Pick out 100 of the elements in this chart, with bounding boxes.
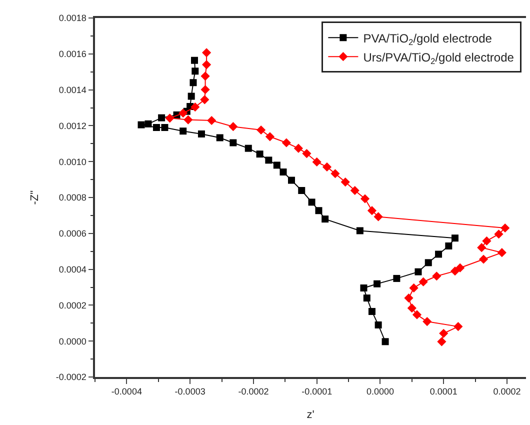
y-tick-label: 0.0016: [58, 49, 86, 60]
point: [322, 162, 332, 172]
point: [280, 168, 287, 176]
legend-label: Urs/PVA/TiO$_{2}$/gold electrode: [363, 50, 514, 66]
point: [265, 132, 274, 142]
point: [200, 85, 210, 94]
point: [200, 72, 210, 81]
point: [360, 194, 370, 204]
point: [456, 263, 465, 272]
point: [497, 248, 506, 258]
point: [256, 125, 266, 135]
x-axis-title: z': [306, 409, 314, 422]
y-tick-label: 0.0010: [58, 156, 86, 167]
point: [404, 293, 414, 303]
y-tick-label: 0.0008: [58, 192, 86, 203]
point: [184, 115, 193, 124]
point: [374, 280, 381, 288]
point: [244, 144, 252, 152]
point: [228, 122, 238, 132]
point: [360, 284, 368, 292]
point: [190, 102, 200, 112]
point: [432, 272, 442, 281]
point: [202, 48, 212, 58]
point: [414, 268, 422, 276]
x-tick-label: -0.0002: [238, 386, 269, 397]
point: [190, 79, 197, 86]
point: [192, 68, 199, 75]
y-tick-label: 0.0004: [58, 264, 86, 274]
y-tick-label: 0.0006: [58, 228, 86, 239]
point: [282, 138, 291, 148]
y-tick-label: 0.0014: [58, 84, 86, 95]
point: [161, 124, 168, 131]
point: [374, 212, 383, 222]
point: [322, 216, 329, 223]
point: [152, 124, 160, 131]
point: [265, 156, 272, 164]
point: [450, 266, 460, 276]
x-tick-label: 0.0001: [430, 386, 458, 397]
point: [294, 144, 304, 153]
legend-label: PVA/TiO$_{2}$/gold electrode: [363, 31, 492, 47]
point: [356, 227, 364, 234]
point: [382, 338, 389, 346]
point: [315, 207, 322, 214]
point: [412, 310, 422, 320]
point: [418, 277, 428, 286]
point: [439, 328, 448, 338]
x-tick-label: -0.0004: [111, 386, 142, 397]
point: [477, 243, 486, 252]
point: [494, 230, 504, 239]
x-tick-label: 0.0000: [366, 386, 394, 397]
point: [340, 178, 350, 187]
point: [374, 321, 382, 328]
point: [138, 121, 145, 128]
point: [230, 139, 237, 146]
point: [454, 322, 463, 332]
point: [302, 148, 312, 158]
point: [330, 169, 340, 178]
point: [178, 108, 188, 118]
point: [308, 198, 316, 206]
point: [368, 308, 376, 315]
point: [435, 250, 442, 258]
point: [350, 186, 360, 196]
point: [407, 304, 416, 313]
y-tick-label: 0.0002: [58, 300, 86, 310]
point: [207, 116, 216, 126]
point: [367, 206, 377, 216]
point: [273, 162, 280, 169]
point: [165, 114, 174, 123]
point: [200, 95, 210, 104]
point: [256, 150, 264, 158]
point: [422, 316, 432, 326]
point: [445, 242, 452, 250]
point: [188, 92, 195, 100]
y-tick-label: 0.0012: [58, 120, 86, 131]
point: [424, 259, 432, 266]
x-tick-label: -0.0001: [302, 386, 332, 397]
x-tick-label: -0.0003: [174, 386, 206, 397]
point: [198, 130, 205, 138]
point: [144, 120, 152, 128]
point: [288, 176, 295, 184]
point: [409, 283, 418, 293]
y-axis-title: -Z'': [29, 190, 42, 205]
point: [363, 294, 370, 302]
point: [312, 157, 322, 167]
point: [298, 187, 306, 194]
y-tick-label: 0.0018: [58, 13, 86, 24]
x-tick-label: 0.0002: [493, 386, 521, 397]
point: [478, 254, 488, 264]
point: [191, 56, 198, 64]
point: [180, 128, 187, 135]
point: [452, 234, 459, 242]
point: [158, 114, 166, 122]
point: [437, 337, 446, 346]
point: [393, 274, 400, 282]
y-tick-label: 0.0000: [58, 336, 86, 346]
point: [500, 223, 510, 233]
point: [482, 236, 492, 246]
point: [216, 134, 224, 142]
point: [202, 60, 212, 70]
y-tick-label: -0.0002: [56, 372, 86, 382]
